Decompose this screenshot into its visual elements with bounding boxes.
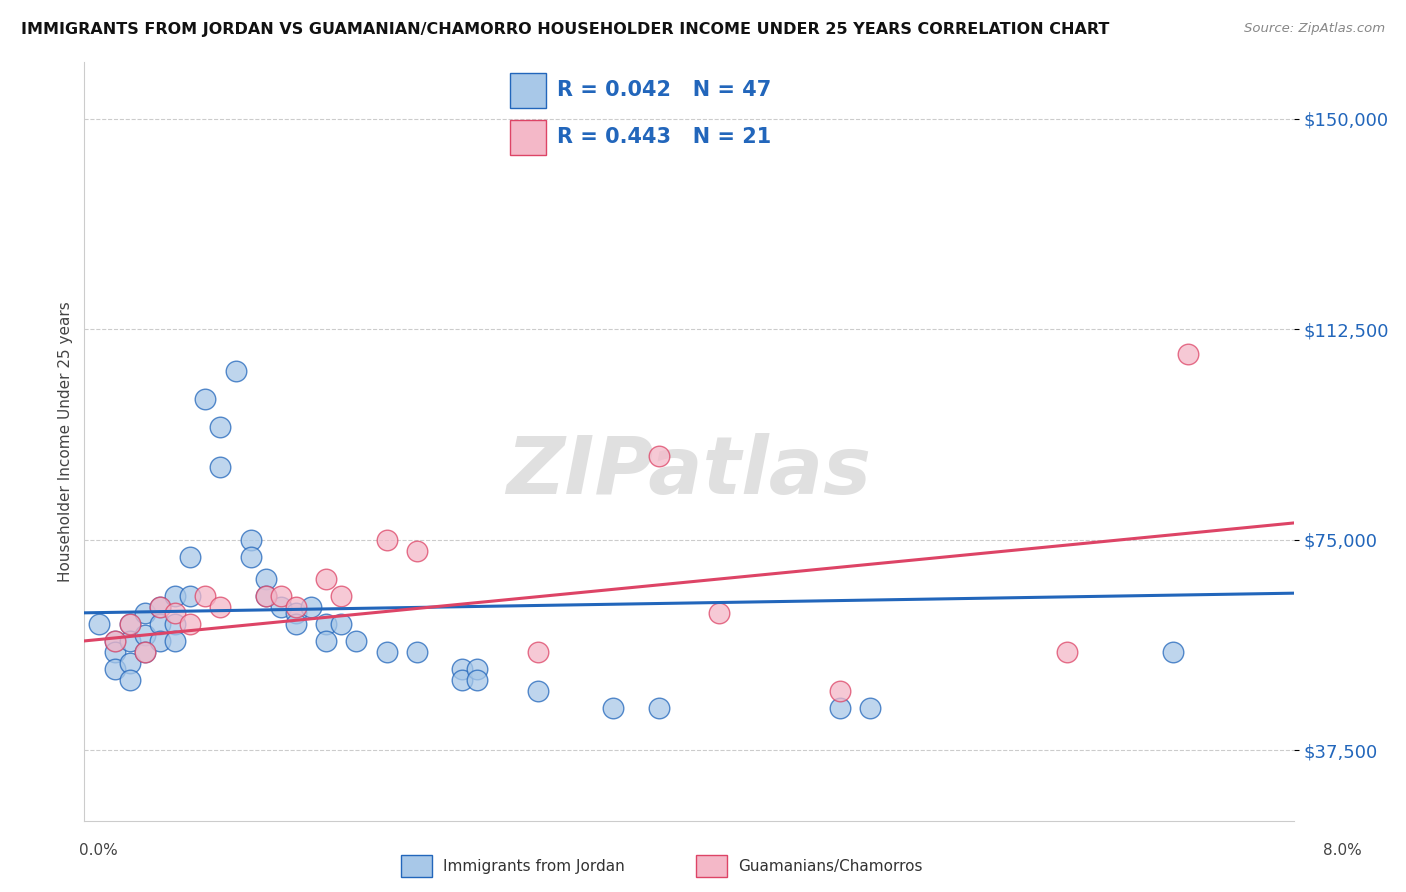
Point: [451, 662, 474, 676]
Point: [285, 617, 308, 632]
Point: [149, 617, 172, 632]
Point: [315, 617, 337, 632]
Point: [330, 589, 353, 603]
Point: [89, 617, 111, 632]
Y-axis label: Householder Income Under 25 years: Householder Income Under 25 years: [58, 301, 73, 582]
Point: [1177, 347, 1199, 361]
Point: [315, 634, 337, 648]
FancyBboxPatch shape: [510, 73, 546, 108]
Point: [1056, 645, 1078, 659]
Point: [165, 634, 187, 648]
Point: [179, 549, 201, 564]
Point: [225, 364, 247, 378]
Point: [179, 589, 201, 603]
Text: 0.0%: 0.0%: [79, 843, 118, 858]
Text: 8.0%: 8.0%: [1323, 843, 1362, 858]
FancyBboxPatch shape: [510, 120, 546, 155]
Point: [254, 589, 277, 603]
Point: [118, 617, 141, 632]
Point: [179, 617, 201, 632]
Point: [859, 701, 882, 715]
Point: [194, 392, 217, 407]
Point: [648, 701, 671, 715]
Point: [709, 606, 731, 620]
Point: [830, 684, 852, 698]
Point: [527, 645, 550, 659]
Point: [118, 657, 141, 671]
Text: Immigrants from Jordan: Immigrants from Jordan: [443, 859, 624, 873]
Point: [104, 634, 127, 648]
Point: [648, 449, 671, 463]
Point: [165, 589, 187, 603]
Point: [118, 617, 141, 632]
Point: [104, 634, 127, 648]
Point: [194, 589, 217, 603]
Point: [118, 634, 141, 648]
Text: Source: ZipAtlas.com: Source: ZipAtlas.com: [1244, 22, 1385, 36]
Point: [254, 572, 277, 586]
Point: [104, 645, 127, 659]
Point: [299, 600, 322, 615]
Point: [165, 617, 187, 632]
Text: IMMIGRANTS FROM JORDAN VS GUAMANIAN/CHAMORRO HOUSEHOLDER INCOME UNDER 25 YEARS C: IMMIGRANTS FROM JORDAN VS GUAMANIAN/CHAM…: [21, 22, 1109, 37]
Point: [467, 662, 489, 676]
Point: [254, 589, 277, 603]
Point: [527, 684, 550, 698]
Point: [239, 533, 262, 547]
Point: [406, 544, 429, 558]
Point: [406, 645, 429, 659]
Point: [149, 634, 172, 648]
Text: R = 0.042   N = 47: R = 0.042 N = 47: [557, 80, 770, 100]
Point: [209, 600, 232, 615]
Point: [134, 606, 156, 620]
Point: [375, 533, 398, 547]
Text: Guamanians/Chamorros: Guamanians/Chamorros: [738, 859, 922, 873]
Point: [165, 606, 187, 620]
Point: [239, 549, 262, 564]
Point: [285, 600, 308, 615]
Point: [602, 701, 624, 715]
Point: [467, 673, 489, 688]
Point: [134, 645, 156, 659]
Point: [285, 606, 308, 620]
Point: [118, 673, 141, 688]
Point: [134, 628, 156, 642]
Point: [149, 600, 172, 615]
Point: [270, 589, 292, 603]
Point: [375, 645, 398, 659]
Point: [209, 420, 232, 434]
Point: [451, 673, 474, 688]
Point: [134, 645, 156, 659]
Point: [330, 617, 353, 632]
Point: [830, 701, 852, 715]
Point: [149, 600, 172, 615]
Point: [209, 459, 232, 474]
Point: [1161, 645, 1184, 659]
Text: R = 0.443   N = 21: R = 0.443 N = 21: [557, 128, 770, 147]
Point: [346, 634, 368, 648]
Point: [315, 572, 337, 586]
Point: [270, 600, 292, 615]
Point: [104, 662, 127, 676]
Text: ZIPatlas: ZIPatlas: [506, 433, 872, 511]
